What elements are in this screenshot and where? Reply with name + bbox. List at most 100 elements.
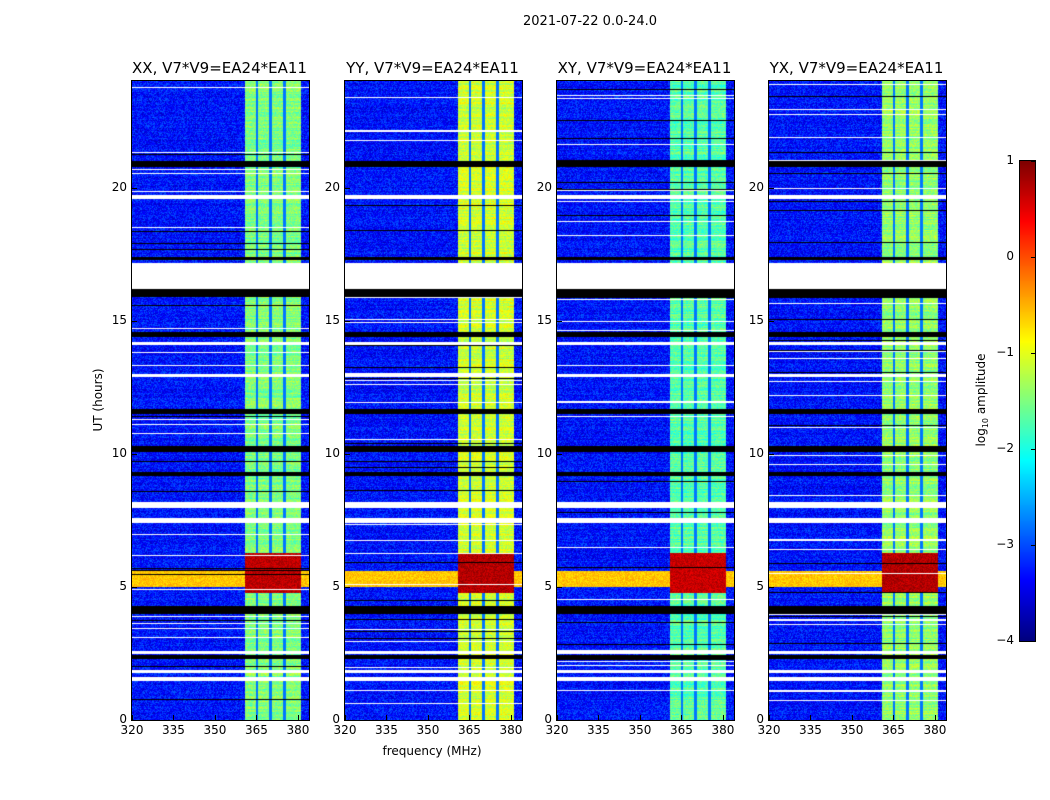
heatmap-panel-2 (556, 80, 735, 721)
y-tick-label: 15 (536, 312, 552, 327)
x-tick-label: 380 (286, 723, 310, 737)
y-tick-mark (345, 720, 350, 721)
colorbar-tick-label: 0 (1006, 249, 1014, 263)
y-tick-mark (769, 187, 774, 189)
y-tick-label: 20 (111, 179, 127, 194)
colorbar-tick-mark (1031, 257, 1035, 258)
x-tick-mark (722, 715, 724, 720)
colorbar-label-sub: 10 (981, 417, 991, 429)
x-tick-mark (132, 715, 133, 720)
colorbar-tick-label: −3 (996, 537, 1014, 551)
y-tick-label: 20 (536, 179, 552, 194)
heatmap-panel-1 (344, 80, 523, 721)
y-tick-mark (557, 720, 562, 721)
y-tick-label: 0 (756, 712, 764, 726)
colorbar-tick-label: −4 (996, 633, 1014, 647)
y-tick-label: 20 (324, 179, 340, 194)
y-tick-mark (769, 453, 774, 455)
heatmap-image-2 (557, 81, 734, 720)
x-tick-mark (427, 715, 429, 720)
colorbar-tick-mark (1031, 641, 1035, 642)
x-tick-mark (469, 715, 471, 720)
x-tick-mark (214, 715, 216, 720)
y-tick-mark (132, 586, 137, 588)
y-tick-mark (557, 453, 562, 455)
y-tick-label: 10 (536, 445, 552, 460)
y-tick-label: 15 (111, 312, 127, 327)
y-tick-label: 5 (756, 578, 764, 593)
y-tick-mark (132, 187, 137, 189)
y-tick-label: 0 (544, 712, 552, 726)
y-tick-label: 0 (332, 712, 340, 726)
x-tick-label: 320 (757, 723, 781, 737)
x-tick-mark (598, 715, 600, 720)
y-tick-label: 5 (544, 578, 552, 593)
x-tick-label: 365 (458, 723, 481, 737)
y-tick-mark (769, 720, 774, 721)
y-axis-label: UT (hours) (91, 368, 105, 432)
panel-title-3: YX, V7*V9=EA24*EA11 (769, 59, 944, 77)
colorbar-tick-label: −1 (996, 345, 1014, 359)
colorbar-tick-mark (1031, 449, 1035, 450)
x-tick-label: 320 (120, 723, 144, 737)
x-tick-label: 365 (245, 723, 268, 737)
x-tick-mark (639, 715, 641, 720)
x-tick-label: 335 (799, 723, 822, 737)
y-tick-label: 15 (324, 312, 340, 327)
y-tick-label: 15 (748, 312, 764, 327)
x-tick-label: 320 (545, 723, 569, 737)
colorbar-label: log10 amplitude (974, 354, 990, 447)
y-tick-mark (557, 320, 562, 322)
x-tick-label: 365 (670, 723, 693, 737)
x-tick-mark (934, 715, 936, 720)
x-tick-label: 380 (923, 723, 947, 737)
colorbar-tick-mark (1031, 353, 1035, 354)
colorbar-tick-label: −2 (996, 441, 1014, 455)
x-tick-mark (510, 715, 512, 720)
colorbar-label-text: amplitude (973, 353, 988, 418)
x-tick-mark (297, 715, 299, 720)
y-tick-mark (345, 586, 350, 588)
x-tick-label: 350 (416, 723, 440, 737)
panel-title-2: XY, V7*V9=EA24*EA11 (557, 59, 732, 77)
y-tick-label: 10 (324, 445, 340, 460)
x-tick-label: 335 (162, 723, 185, 737)
x-tick-label: 380 (499, 723, 523, 737)
y-tick-mark (769, 320, 774, 322)
y-tick-mark (769, 586, 774, 588)
y-tick-mark (557, 187, 562, 189)
x-tick-label: 365 (882, 723, 905, 737)
heatmap-image-3 (769, 81, 946, 720)
y-tick-label: 5 (119, 578, 127, 593)
x-tick-label: 350 (628, 723, 652, 737)
y-tick-mark (132, 453, 137, 455)
panel-title-0: XX, V7*V9=EA24*EA11 (132, 59, 307, 77)
x-tick-label: 335 (587, 723, 610, 737)
x-tick-mark (256, 715, 258, 720)
x-tick-mark (810, 715, 812, 720)
x-tick-label: 380 (711, 723, 735, 737)
y-tick-label: 20 (748, 179, 764, 194)
y-tick-label: 10 (748, 445, 764, 460)
x-tick-mark (681, 715, 683, 720)
x-tick-mark (386, 715, 388, 720)
heatmap-panel-3 (768, 80, 947, 721)
x-tick-mark (893, 715, 895, 720)
colorbar-gradient (1020, 161, 1035, 641)
figure-title: 2021-07-22 0.0-24.0 (523, 14, 657, 29)
y-tick-label: 10 (111, 445, 127, 460)
x-tick-mark (557, 715, 558, 720)
x-tick-mark (345, 715, 346, 720)
colorbar-tick-mark (1031, 161, 1035, 162)
y-tick-mark (345, 320, 350, 322)
colorbar-tick-mark (1031, 545, 1035, 546)
x-tick-mark (173, 715, 175, 720)
x-tick-mark (851, 715, 853, 720)
heatmap-image-1 (345, 81, 522, 720)
x-tick-label: 350 (840, 723, 864, 737)
y-tick-label: 0 (119, 712, 127, 726)
y-tick-mark (345, 453, 350, 455)
y-tick-mark (132, 720, 137, 721)
y-tick-mark (132, 320, 137, 322)
colorbar (1019, 160, 1036, 642)
